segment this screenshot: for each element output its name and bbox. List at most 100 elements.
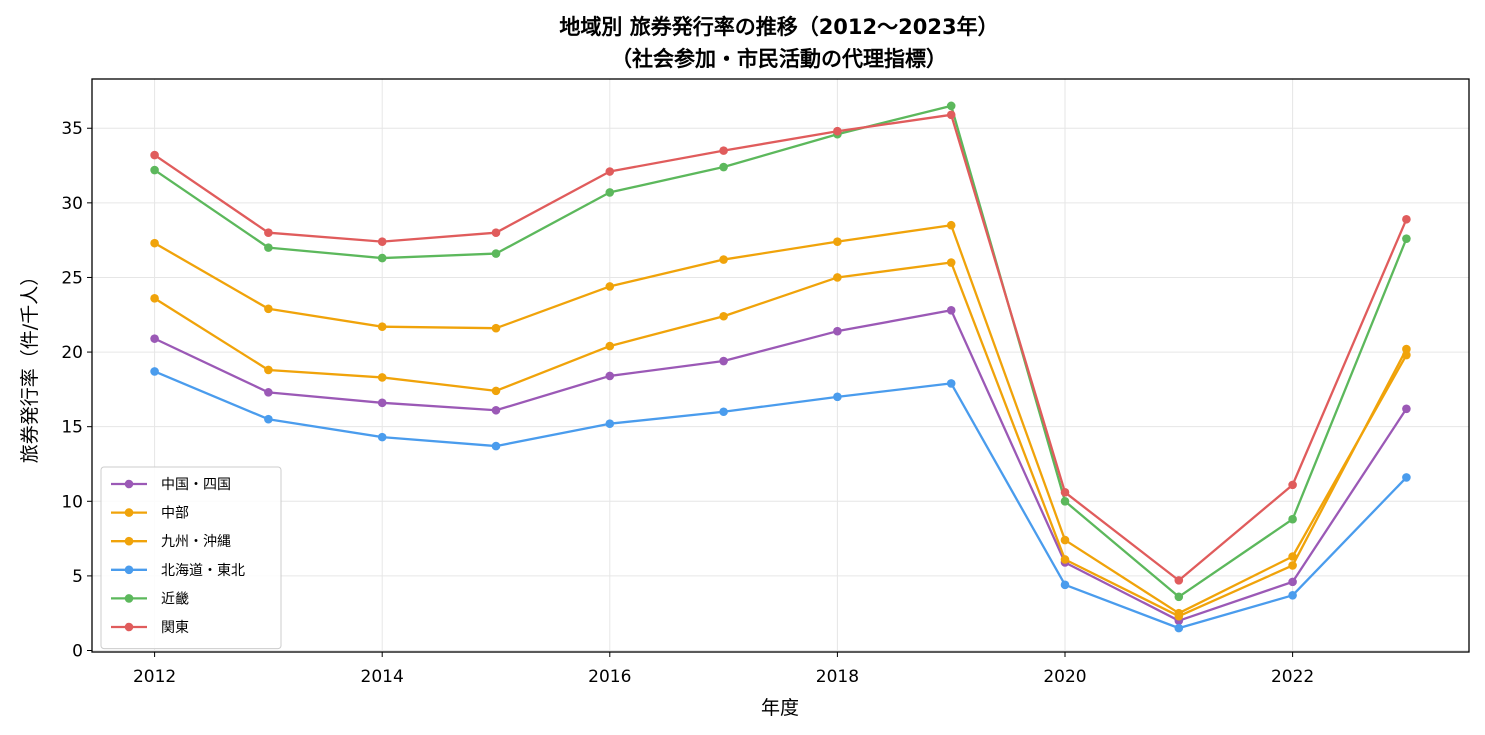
data-point	[264, 304, 273, 314]
data-point	[946, 101, 956, 111]
legend-item: 九州・沖縄	[111, 534, 231, 550]
series-line	[153, 113, 1408, 582]
data-point	[491, 441, 501, 451]
x-tick-label: 2016	[588, 667, 631, 687]
data-point	[1174, 623, 1184, 633]
series-line	[153, 104, 1408, 598]
legend-item: 関東	[111, 620, 189, 636]
series-1	[150, 220, 1411, 618]
data-point	[1402, 214, 1411, 224]
series-0	[150, 305, 1411, 625]
data-point	[719, 255, 728, 264]
chart-subtitle: （社会参加・市民活動の代理指標）	[611, 47, 947, 71]
data-point	[719, 162, 728, 172]
series-4	[150, 101, 1411, 602]
x-axis: 2012 2014 2016 2018 2020 2022	[133, 652, 1314, 687]
data-point	[377, 398, 387, 408]
data-point	[833, 326, 842, 336]
legend-label: 中部	[161, 506, 189, 522]
x-tick-label: 2020	[1043, 667, 1086, 687]
data-point	[946, 305, 956, 315]
y-tick-label: 30	[61, 194, 83, 214]
data-point	[377, 432, 387, 442]
data-point	[605, 419, 615, 428]
data-point	[719, 311, 728, 321]
legend-swatch-marker	[124, 508, 134, 517]
data-point	[264, 388, 273, 397]
data-point	[1174, 611, 1184, 621]
data-point	[605, 188, 615, 197]
legend-label: 中国・四国	[161, 477, 231, 493]
data-point	[605, 167, 615, 176]
data-point	[1060, 580, 1070, 590]
data-point	[264, 228, 273, 237]
y-tick-label: 15	[61, 418, 83, 438]
legend-box	[100, 466, 282, 650]
series-3	[150, 367, 1411, 633]
data-point	[1288, 514, 1297, 524]
legend-item: 北海道・東北	[111, 563, 245, 579]
x-tick-label: 2018	[816, 667, 859, 687]
data-point	[264, 243, 273, 252]
data-point	[1060, 555, 1070, 564]
x-tick-label: 2022	[1271, 667, 1314, 687]
data-point	[605, 282, 615, 291]
data-point	[491, 405, 501, 415]
y-axis: 0 5 10 15 20 25 30 35	[61, 119, 92, 662]
legend-swatch-marker	[124, 622, 134, 632]
legend-swatch-marker	[124, 594, 134, 603]
y-tick-label: 20	[61, 343, 83, 363]
data-point	[833, 126, 842, 136]
data-point	[1402, 344, 1411, 354]
data-point	[264, 414, 273, 424]
series-layer	[150, 101, 1411, 633]
y-tick-label: 5	[72, 567, 83, 587]
data-point	[1060, 535, 1070, 545]
x-tick-label: 2012	[133, 667, 176, 687]
legend-label: 近畿	[161, 591, 189, 607]
y-tick-label: 35	[61, 119, 83, 139]
x-tick-label: 2014	[361, 667, 404, 687]
data-point	[833, 273, 842, 282]
data-point	[150, 238, 159, 248]
data-point	[1174, 592, 1184, 602]
data-point	[946, 110, 956, 120]
data-point	[719, 356, 728, 366]
legend-item: 中国・四国	[111, 477, 231, 493]
legend-swatch-marker	[124, 565, 134, 575]
data-point	[150, 150, 159, 160]
data-point	[377, 253, 387, 263]
legend-item: 近畿	[111, 591, 189, 607]
legend-label: 九州・沖縄	[161, 534, 231, 550]
series-line	[154, 224, 1408, 615]
data-point	[1060, 496, 1070, 506]
legend-label: 関東	[161, 620, 189, 636]
y-tick-label: 25	[61, 268, 83, 288]
data-point	[605, 341, 615, 351]
series-2	[150, 258, 1411, 621]
data-point	[719, 407, 728, 417]
y-tick-label: 0	[72, 642, 83, 662]
series-line	[154, 309, 1408, 622]
chart-title: 地域別 旅券発行率の推移（2012〜2023年）	[559, 15, 998, 39]
data-point	[491, 228, 501, 237]
data-point	[605, 371, 615, 381]
data-point	[719, 146, 728, 155]
data-point	[1288, 590, 1297, 600]
grid	[92, 79, 1469, 652]
data-point	[264, 365, 273, 375]
data-point	[1288, 561, 1297, 570]
data-point	[491, 323, 501, 333]
data-point	[377, 237, 387, 246]
data-point	[377, 322, 387, 332]
data-point	[1402, 234, 1411, 243]
y-axis-label: 旅券発行率（件/千人）	[19, 267, 41, 463]
legend-swatch-marker	[124, 536, 134, 546]
data-point	[1402, 473, 1411, 482]
data-point	[150, 165, 159, 175]
data-point	[1174, 576, 1184, 585]
plot-frame	[91, 78, 1470, 653]
data-point	[833, 392, 842, 402]
data-point	[1060, 488, 1070, 497]
data-point	[1402, 404, 1411, 414]
